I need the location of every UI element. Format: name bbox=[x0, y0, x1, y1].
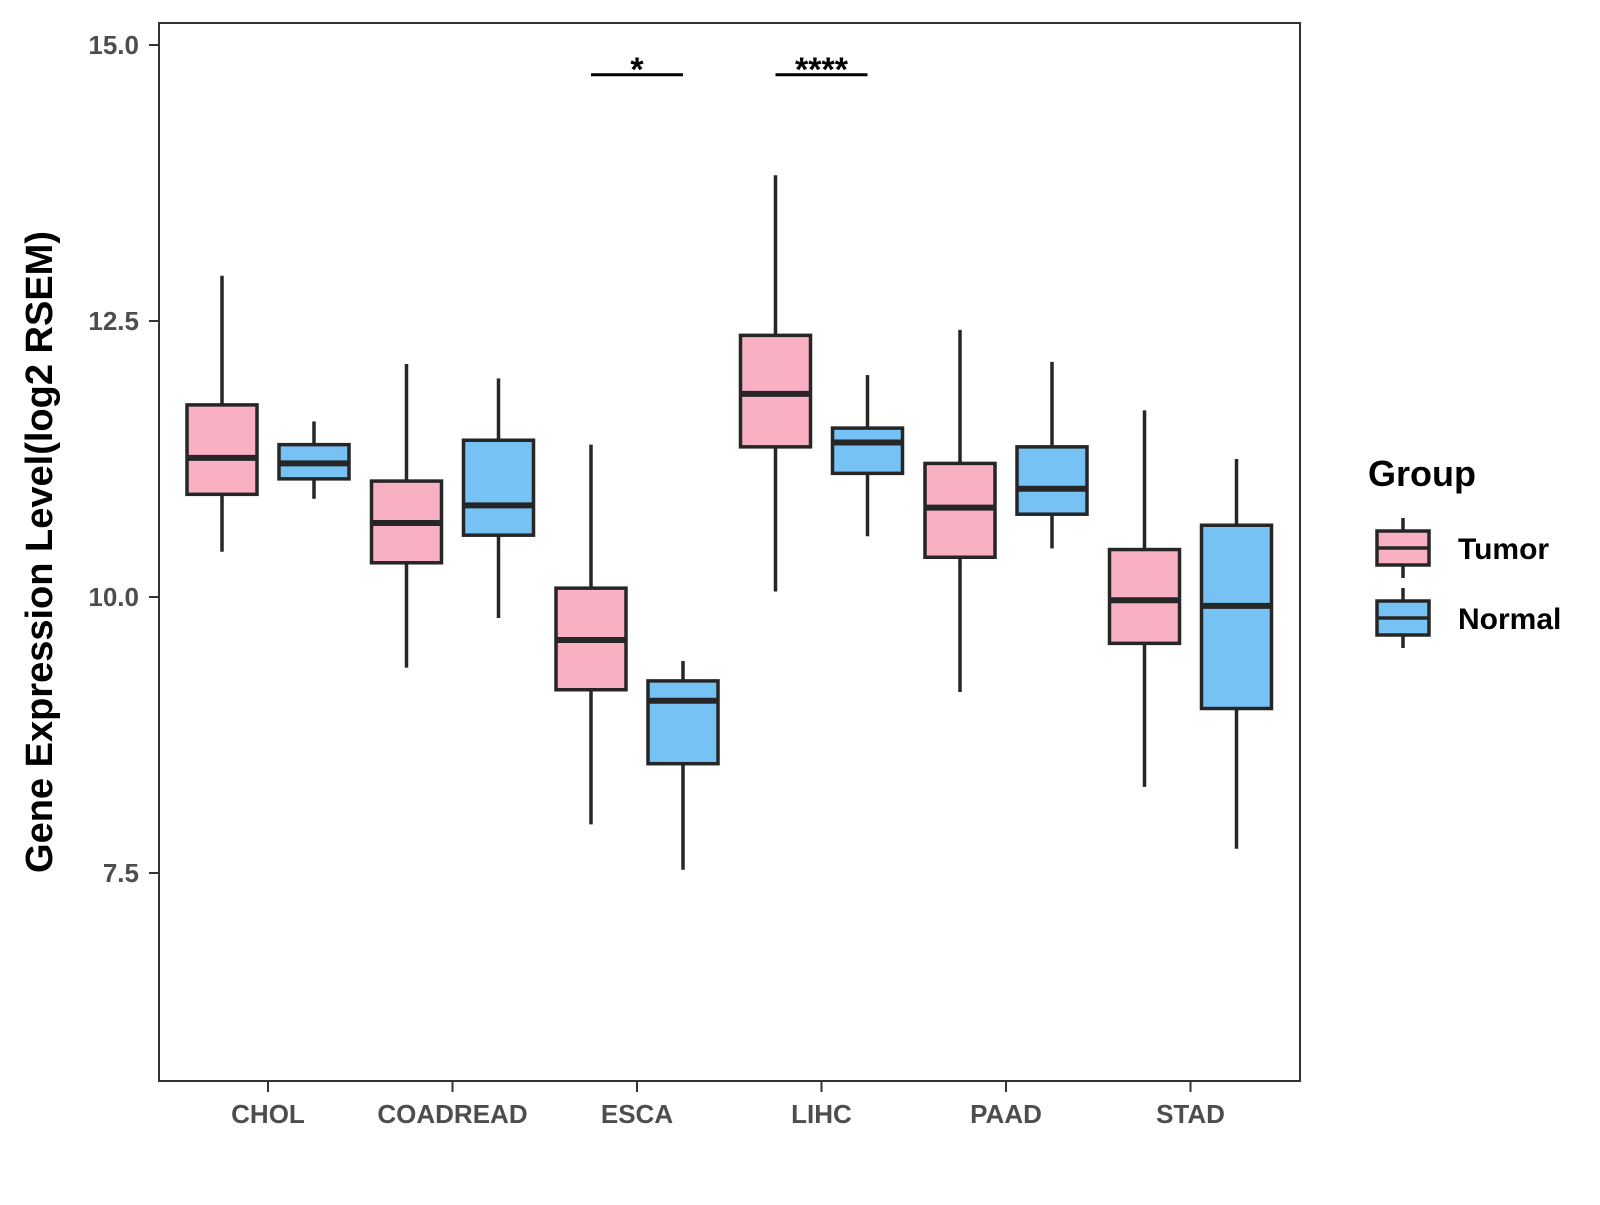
box-normal-chol bbox=[277, 421, 351, 499]
significance-label: **** bbox=[795, 51, 849, 89]
x-tick-label: COADREAD bbox=[377, 1099, 527, 1129]
x-tick-label: LIHC bbox=[791, 1099, 852, 1129]
x-tick-label: ESCA bbox=[601, 1099, 673, 1129]
legend-label: Normal bbox=[1458, 603, 1561, 636]
x-axis: CHOL COADREAD ESCA LIHC PAAD STAD bbox=[231, 1081, 1225, 1129]
box-tumor-coadread bbox=[369, 364, 444, 668]
box-normal-paad bbox=[1015, 361, 1089, 549]
legend: Group Tumor Normal bbox=[1368, 453, 1561, 648]
box-tumor-chol bbox=[185, 275, 259, 552]
significance-label: * bbox=[630, 51, 644, 89]
y-axis-title: Gene Expression Level(log2 RSEM) bbox=[19, 231, 61, 873]
box-body bbox=[1107, 547, 1182, 646]
box-layer bbox=[185, 175, 1274, 870]
box-tumor-paad bbox=[923, 329, 997, 692]
x-tick-label: CHOL bbox=[231, 1099, 305, 1129]
box-normal-esca bbox=[646, 661, 720, 870]
y-tick-label: 15.0 bbox=[88, 30, 139, 60]
x-tick-label: STAD bbox=[1156, 1099, 1225, 1129]
x-tick-label: PAAD bbox=[970, 1099, 1042, 1129]
box-body bbox=[830, 426, 905, 476]
legend-title: Group bbox=[1368, 453, 1476, 494]
box-body bbox=[1199, 523, 1274, 711]
box-body bbox=[461, 438, 536, 537]
box-tumor-stad bbox=[1107, 410, 1182, 787]
y-tick-label: 10.0 bbox=[88, 582, 139, 612]
box-tumor-esca bbox=[554, 444, 628, 825]
y-tick-label: 12.5 bbox=[88, 306, 139, 336]
box-tumor-lihc bbox=[738, 175, 813, 592]
legend-label: Tumor bbox=[1458, 533, 1549, 566]
box-normal-stad bbox=[1199, 459, 1274, 849]
legend-item-normal: Normal bbox=[1375, 588, 1561, 648]
y-axis: 7.5 10.0 12.5 15.0 bbox=[88, 30, 159, 888]
y-tick-label: 7.5 bbox=[103, 858, 139, 888]
legend-item-tumor: Tumor bbox=[1375, 518, 1549, 578]
box-normal-coadread bbox=[461, 378, 536, 618]
plot-border bbox=[158, 22, 1301, 1082]
box-body bbox=[1015, 445, 1089, 516]
box-body bbox=[185, 403, 259, 497]
box-normal-lihc bbox=[830, 375, 905, 537]
significance-layer: * **** bbox=[591, 51, 868, 89]
box-body bbox=[646, 679, 720, 766]
